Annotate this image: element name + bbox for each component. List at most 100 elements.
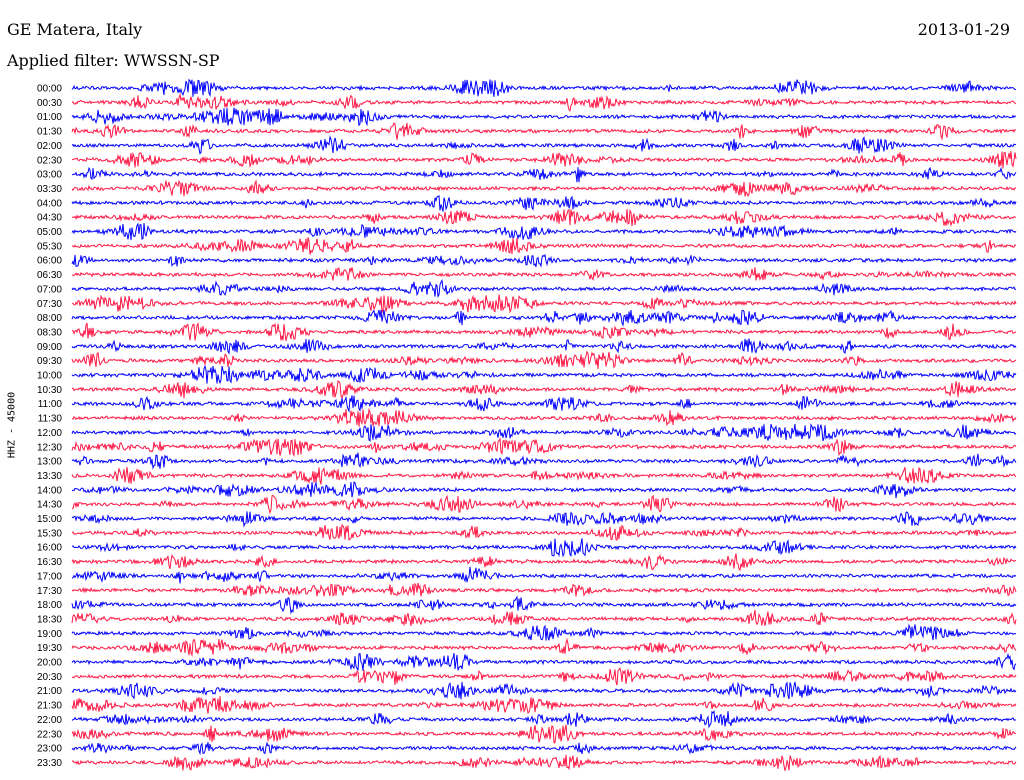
seismic-trace-row [71,666,1017,686]
seismic-trace-row [71,150,1017,169]
seismic-trace-row [71,407,1017,427]
filter-label: Applied filter: WWSSN-SP [7,51,220,70]
row-time-label: 21:30 [37,701,62,712]
seismic-trace-row [71,364,1017,385]
row-time-label: 20:30 [37,672,62,683]
row-time-label: 06:30 [37,270,62,281]
seismic-trace-row [71,395,1017,413]
seismic-trace-row [71,294,1017,314]
seismic-trace-row [71,278,1017,298]
row-time-label: 08:30 [37,327,62,338]
seismic-trace-row [71,309,1017,327]
seismic-trace-row [71,481,1017,499]
seismic-trace-row [71,107,1017,127]
row-time-label: 12:00 [37,428,62,439]
row-time-label: 03:30 [37,184,62,195]
row-time-label: 00:30 [37,98,62,109]
row-time-label: 13:00 [37,457,62,468]
row-time-label: 01:30 [37,127,62,138]
seismic-trace-row [71,610,1017,627]
seismic-trace-row [71,222,1017,241]
row-time-label: 18:30 [37,614,62,625]
seismic-trace-row [71,709,1017,729]
row-time-label: 04:00 [37,198,62,209]
row-time-label: 07:30 [37,299,62,310]
row-time-label: 17:30 [37,586,62,597]
row-time-label: 14:30 [37,500,62,511]
row-time-label: 23:00 [37,744,62,755]
row-time-label: 03:00 [37,170,62,181]
seismic-trace-row [71,122,1017,141]
seismic-trace-row [71,267,1017,282]
seismic-trace-row [71,208,1017,227]
seismic-trace-row [71,494,1017,515]
seismic-trace-row [71,253,1017,268]
row-time-label: 08:00 [37,313,62,324]
seismic-trace-row [71,566,1017,584]
seismic-trace-row [71,466,1017,485]
seismic-trace-row [71,135,1017,155]
row-time-label: 19:00 [37,629,62,640]
row-time-label: 16:00 [37,543,62,554]
row-time-label: 10:00 [37,371,62,382]
row-time-label: 05:00 [37,227,62,238]
seismic-trace-row [71,179,1017,198]
row-time-label: 22:30 [37,729,62,740]
row-time-label: 19:30 [37,643,62,654]
row-time-label: 17:00 [37,571,62,582]
seismic-trace-row [71,523,1017,542]
seismic-trace-row [71,696,1017,714]
row-time-label: 23:30 [37,758,62,769]
seismic-trace-row [71,92,1017,112]
seismic-trace-row [71,582,1017,597]
seismic-trace-row [71,437,1017,457]
seismic-trace-row [71,380,1017,400]
row-time-label: 14:00 [37,485,62,496]
seismic-trace-row [71,511,1017,528]
seismic-trace-row [71,595,1017,615]
seismic-trace-row [71,681,1017,700]
row-time-label: 16:30 [37,557,62,568]
row-time-label: 15:30 [37,528,62,539]
seismic-trace-row [71,321,1017,342]
row-time-label: 06:00 [37,256,62,267]
row-time-label: 10:30 [37,385,62,396]
row-time-label: 20:00 [37,658,62,669]
seismic-trace-row [71,741,1017,756]
row-time-label: 09:00 [37,342,62,353]
seismic-trace-row [71,350,1017,369]
row-time-label: 09:30 [37,356,62,367]
seismic-trace-row [71,78,1017,98]
seismic-trace-row [71,724,1016,744]
row-time-label: 22:00 [37,715,62,726]
station-title: GE Matera, Italy [7,20,143,39]
row-time-label: 02:30 [37,155,62,166]
date-label: 2013-01-29 [917,20,1010,39]
seismic-trace-row [71,338,1017,355]
seismic-trace-row [71,652,1017,671]
seismic-trace-row [71,637,1017,658]
row-time-label: 11:30 [38,414,63,425]
seismic-trace-row [71,452,1017,470]
seismic-trace-row [71,538,1017,558]
row-time-label: 07:00 [37,284,62,295]
seismic-trace-row [71,423,1017,442]
seismic-trace-row [71,237,1017,255]
row-time-label: 18:00 [37,600,62,611]
seismic-trace-row [71,754,1017,771]
row-time-label: 15:00 [37,514,62,525]
row-time-label: 01:00 [37,112,62,123]
row-time-label: 11:00 [38,399,63,410]
row-time-label: 02:00 [37,141,62,152]
row-time-label: 05:30 [37,241,62,252]
row-time-label: 00:00 [37,84,62,95]
row-time-label: 04:30 [37,213,62,224]
seismic-trace-row [71,553,1017,571]
row-time-label: 13:30 [37,471,62,482]
seismic-trace-row [71,623,1017,641]
seismic-trace-row [71,195,1017,212]
seismic-trace-row [71,166,1017,183]
row-time-label: 12:30 [37,442,62,453]
row-time-label: 21:00 [37,686,62,697]
